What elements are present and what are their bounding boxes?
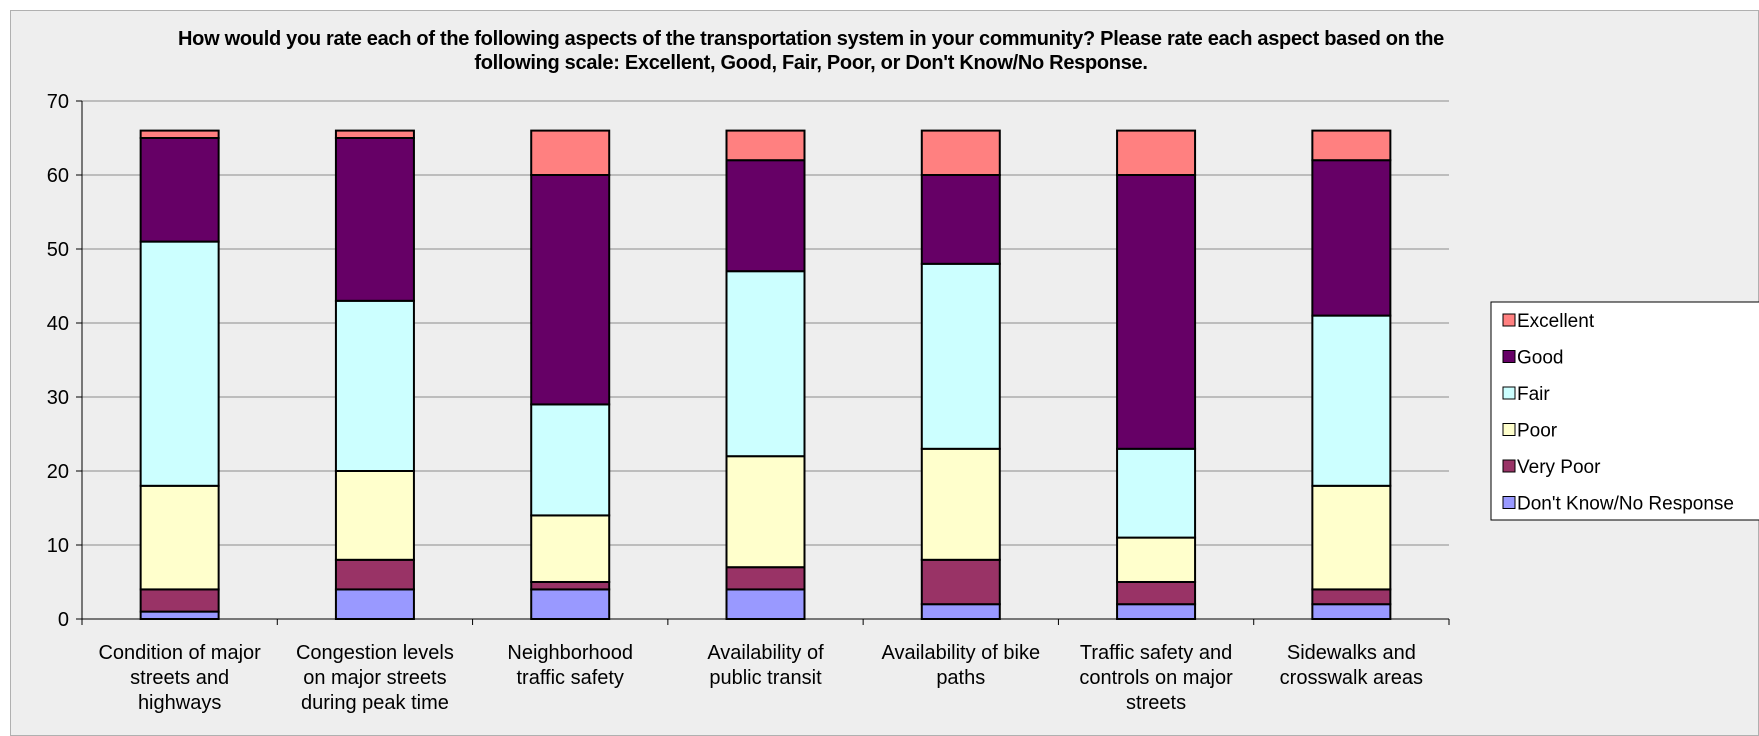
x-category-label: Neighborhood: [507, 642, 633, 664]
legend-label: Good: [1517, 348, 1563, 369]
x-category-label: highways: [138, 692, 221, 714]
legend-swatch: [1502, 313, 1516, 327]
x-category-label: on major streets: [303, 667, 446, 689]
x-category-label: streets and: [130, 667, 229, 689]
bar-segment: [920, 558, 1001, 606]
legend-label: Fair: [1517, 384, 1550, 405]
legend-swatch: [1502, 386, 1516, 400]
bar-segment: [920, 603, 1001, 621]
legend-swatch: [1502, 350, 1516, 363]
bar-segment: [334, 129, 415, 140]
legend-label: Excellent: [1517, 311, 1595, 332]
chart-area: How would you rate each of the following…: [10, 10, 1759, 736]
bar-segment: [1311, 314, 1392, 487]
y-tick-label: 70: [47, 91, 69, 113]
bar-segment: [725, 566, 806, 591]
x-category-label: Availability of bike: [881, 642, 1040, 664]
bar-segment: [920, 129, 1001, 177]
y-tick-label: 40: [47, 313, 69, 335]
bar-segment: [139, 137, 220, 243]
legend-swatch: [1502, 459, 1516, 473]
bar-segment: [1311, 129, 1392, 162]
legend-swatch: [1502, 423, 1516, 436]
x-category-label: Availability of: [707, 642, 824, 664]
legend-label: Very Poor: [1517, 457, 1601, 478]
legend-label: Poor: [1517, 421, 1558, 442]
bar-segment: [1311, 603, 1392, 621]
x-category-label: Traffic safety and: [1080, 642, 1232, 664]
bar-segment: [530, 403, 611, 517]
bar-segment: [530, 129, 611, 177]
x-category-label: traffic safety: [516, 667, 623, 689]
bar-segment: [725, 588, 806, 621]
y-tick-label: 30: [47, 387, 69, 409]
bar-segment: [920, 447, 1001, 561]
bar-segment: [334, 588, 415, 621]
bar-segment: [139, 588, 220, 613]
x-category-label: Sidewalks and: [1287, 642, 1416, 664]
bar-segment: [1311, 159, 1392, 317]
bar-segment: [920, 262, 1001, 450]
x-category-label: paths: [936, 667, 985, 689]
bar-segment: [1116, 129, 1197, 177]
bar-segment: [920, 174, 1001, 265]
bar-segment: [334, 470, 415, 561]
bar-segment: [139, 610, 220, 620]
bar-segment: [1311, 484, 1392, 591]
y-tick-label: 60: [47, 165, 69, 187]
bar-segment: [334, 299, 415, 472]
bar-segment: [139, 129, 220, 140]
bar-segment: [139, 240, 220, 487]
bar-segment: [1311, 588, 1392, 606]
bar-segment: [530, 588, 611, 621]
bar-segment: [725, 159, 806, 273]
x-category-label: during peak time: [301, 692, 449, 714]
y-tick-label: 0: [58, 609, 69, 631]
y-tick-label: 10: [47, 535, 69, 557]
bar-segment: [1116, 447, 1197, 539]
bar-segment: [139, 484, 220, 591]
legend-label: Don't Know/No Response: [1517, 494, 1734, 515]
bar-segment: [1116, 536, 1197, 583]
x-category-label: controls on major: [1079, 667, 1233, 689]
x-category-label: streets: [1126, 692, 1186, 714]
bar-segment: [530, 174, 611, 406]
y-tick-label: 20: [47, 461, 69, 483]
bar-segment: [725, 129, 806, 162]
bar-segment: [1116, 174, 1197, 450]
x-category-label: crosswalk areas: [1280, 667, 1423, 689]
bar-segment: [334, 137, 415, 302]
y-tick-label: 50: [47, 239, 69, 261]
chart-title: How would you rate each of the following…: [178, 28, 1444, 74]
x-category-label: Condition of major: [98, 642, 261, 664]
bar-segment: [1116, 603, 1197, 621]
legend-swatch: [1502, 496, 1516, 509]
x-category-label: public transit: [709, 667, 822, 689]
bar-segment: [334, 558, 415, 591]
bar-segment: [725, 270, 806, 458]
x-category-label: Congestion levels: [296, 642, 454, 664]
bar-segment: [1116, 581, 1197, 606]
bar-segment: [530, 581, 611, 591]
legend-box: [1490, 301, 1759, 521]
bar-segment: [530, 514, 611, 584]
bar-segment: [725, 455, 806, 569]
